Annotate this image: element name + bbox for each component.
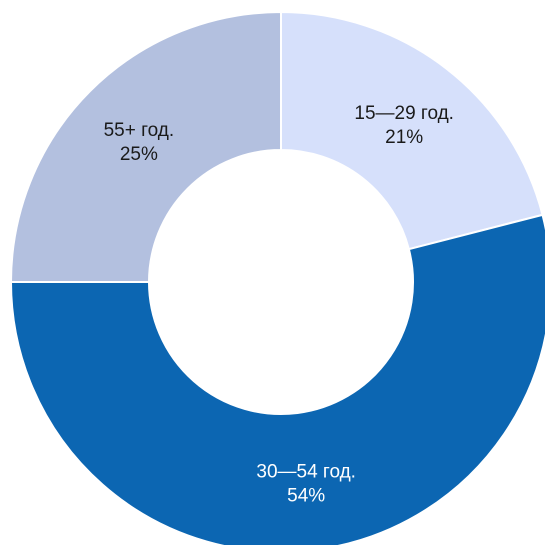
slice-category-label: 15—29 год.	[354, 103, 454, 124]
donut-slice-1	[9, 213, 545, 545]
slice-value-label: 21%	[385, 127, 423, 148]
slice-value-label: 54%	[287, 485, 325, 506]
slice-category-label: 30—54 год.	[256, 461, 356, 482]
slice-category-label: 55+ год.	[104, 120, 175, 141]
slice-value-label: 25%	[120, 144, 158, 165]
donut-slice-0	[280, 10, 544, 251]
donut-slice-2	[9, 10, 282, 283]
